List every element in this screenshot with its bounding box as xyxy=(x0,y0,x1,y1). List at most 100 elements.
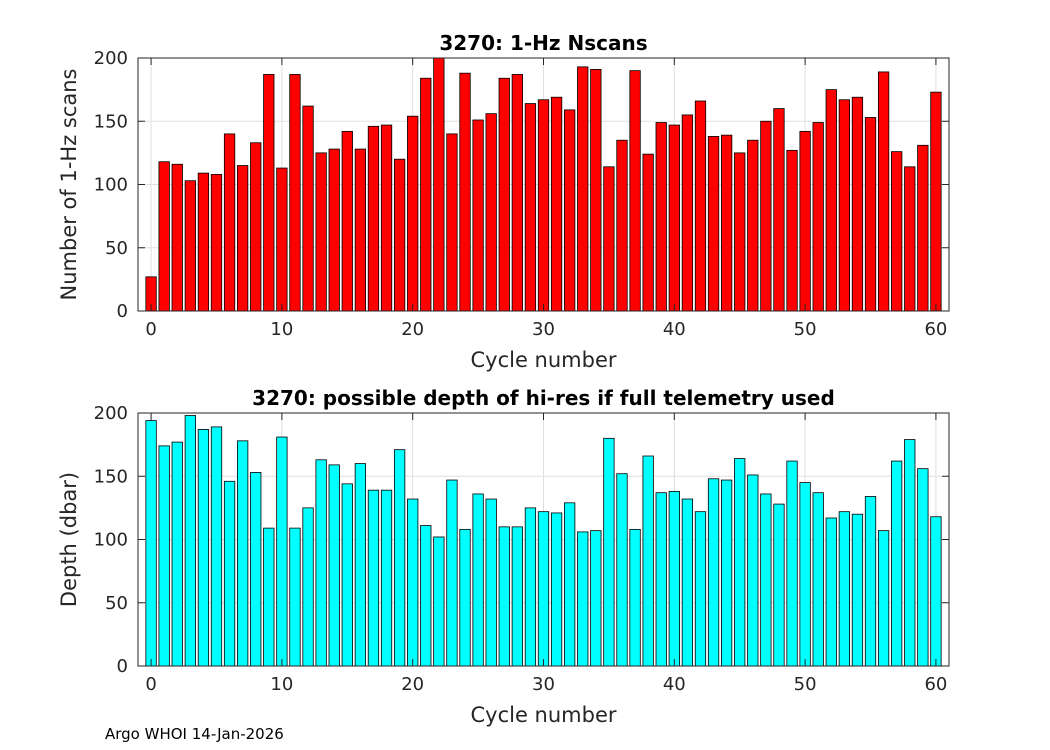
bar xyxy=(917,144,929,312)
bar xyxy=(616,139,628,312)
bar xyxy=(393,449,406,667)
y-tick-label: 100 xyxy=(94,530,128,551)
x-tick-label: 0 xyxy=(145,674,156,695)
bar xyxy=(433,536,445,667)
bar xyxy=(564,109,576,312)
bar xyxy=(315,152,327,312)
bar xyxy=(760,493,772,667)
bar xyxy=(498,77,510,312)
bar xyxy=(720,479,733,667)
bar xyxy=(668,124,680,312)
bar xyxy=(655,122,667,312)
y-axis-label: Number of 1-Hz scans xyxy=(57,69,81,301)
bar xyxy=(747,139,759,312)
bar xyxy=(891,460,903,667)
bar xyxy=(210,173,223,312)
bar xyxy=(694,100,707,312)
bar xyxy=(917,468,929,667)
bar xyxy=(341,130,353,312)
bar xyxy=(367,489,380,667)
x-tick-label: 10 xyxy=(270,674,293,695)
x-tick-label: 40 xyxy=(663,319,686,340)
bar xyxy=(629,528,641,667)
x-tick-label: 50 xyxy=(794,319,817,340)
bar xyxy=(707,136,720,312)
bar xyxy=(276,167,288,312)
bar xyxy=(786,149,798,312)
bar xyxy=(590,530,602,667)
y-tick-label: 200 xyxy=(94,48,128,69)
bar xyxy=(603,437,615,667)
bar xyxy=(171,441,183,667)
bar xyxy=(237,165,249,312)
bar xyxy=(773,503,785,667)
bar xyxy=(825,517,837,667)
y-tick-label: 150 xyxy=(94,466,128,487)
bar xyxy=(407,498,419,667)
bar xyxy=(851,513,864,667)
bar xyxy=(537,99,550,312)
bar xyxy=(171,163,183,312)
bar xyxy=(655,492,667,667)
bar xyxy=(393,158,406,312)
bar xyxy=(223,480,236,667)
bar xyxy=(407,115,419,312)
bar xyxy=(877,530,890,667)
x-tick-label: 10 xyxy=(270,319,293,340)
bar xyxy=(197,172,210,312)
bar xyxy=(930,516,942,667)
y-tick-label: 100 xyxy=(94,175,128,196)
x-tick-label: 60 xyxy=(924,319,947,340)
bar xyxy=(511,526,523,667)
bar xyxy=(799,130,811,312)
x-tick-label: 50 xyxy=(794,674,817,695)
y-tick-label: 50 xyxy=(105,238,128,259)
bar xyxy=(864,117,877,312)
bar xyxy=(825,89,837,312)
bar xyxy=(315,459,327,667)
bar xyxy=(354,148,367,312)
bar xyxy=(276,436,288,667)
bar xyxy=(904,439,916,667)
y-tick-label: 50 xyxy=(105,593,128,614)
bar xyxy=(537,511,550,667)
bar xyxy=(485,498,497,667)
bar xyxy=(891,151,903,312)
bar xyxy=(864,496,877,667)
bar xyxy=(328,464,340,667)
bar xyxy=(380,124,393,312)
bar xyxy=(472,119,484,312)
bar xyxy=(354,463,367,667)
bar xyxy=(459,528,471,667)
bar xyxy=(838,99,850,312)
bar xyxy=(851,96,864,312)
bar xyxy=(747,474,759,667)
bar xyxy=(472,493,484,667)
bar xyxy=(707,478,720,667)
x-tick-label: 20 xyxy=(401,319,424,340)
x-axis-label: Cycle number xyxy=(470,348,616,372)
bar xyxy=(341,483,353,667)
bar xyxy=(812,492,824,667)
bar xyxy=(524,507,537,667)
bar xyxy=(930,91,942,312)
bar xyxy=(603,166,615,312)
bar xyxy=(145,420,157,667)
footer-label: Argo WHOI 14-Jan-2026 xyxy=(105,725,284,743)
bar xyxy=(720,134,733,312)
bar xyxy=(367,125,380,312)
chart-title: 3270: possible depth of hi-res if full t… xyxy=(252,386,835,410)
bar xyxy=(550,96,563,312)
bar xyxy=(223,133,236,312)
bar xyxy=(511,74,523,312)
bar xyxy=(786,460,798,667)
bar xyxy=(446,479,458,667)
bar xyxy=(250,142,262,312)
bar xyxy=(668,491,680,667)
x-tick-label: 30 xyxy=(532,319,555,340)
bar xyxy=(210,426,223,667)
bar xyxy=(250,472,262,667)
bar xyxy=(616,473,628,667)
bar xyxy=(302,105,314,312)
